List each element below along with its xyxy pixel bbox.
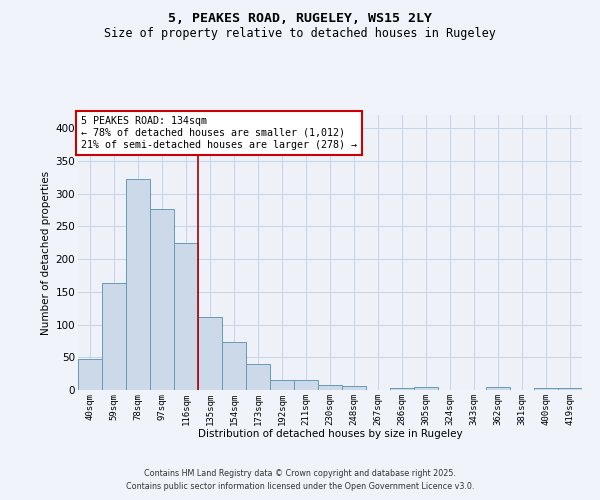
Bar [294, 380, 318, 390]
Text: Contains HM Land Registry data © Crown copyright and database right 2025.: Contains HM Land Registry data © Crown c… [144, 468, 456, 477]
Bar [318, 385, 342, 390]
Text: 5, PEAKES ROAD, RUGELEY, WS15 2LY: 5, PEAKES ROAD, RUGELEY, WS15 2LY [168, 12, 432, 26]
Bar [414, 388, 438, 390]
Bar [270, 380, 294, 390]
Bar [342, 386, 366, 390]
Y-axis label: Number of detached properties: Number of detached properties [41, 170, 52, 334]
Bar [126, 179, 150, 390]
Bar [486, 388, 510, 390]
Bar [558, 388, 582, 390]
X-axis label: Distribution of detached houses by size in Rugeley: Distribution of detached houses by size … [197, 429, 463, 439]
Text: Size of property relative to detached houses in Rugeley: Size of property relative to detached ho… [104, 28, 496, 40]
Bar [174, 244, 198, 390]
Bar [78, 358, 102, 390]
Bar [534, 388, 558, 390]
Bar [102, 284, 126, 390]
Bar [246, 364, 270, 390]
Bar [390, 388, 414, 390]
Text: 5 PEAKES ROAD: 134sqm
← 78% of detached houses are smaller (1,012)
21% of semi-d: 5 PEAKES ROAD: 134sqm ← 78% of detached … [80, 116, 356, 150]
Text: Contains public sector information licensed under the Open Government Licence v3: Contains public sector information licen… [126, 482, 474, 491]
Bar [222, 342, 246, 390]
Bar [198, 316, 222, 390]
Bar [150, 208, 174, 390]
